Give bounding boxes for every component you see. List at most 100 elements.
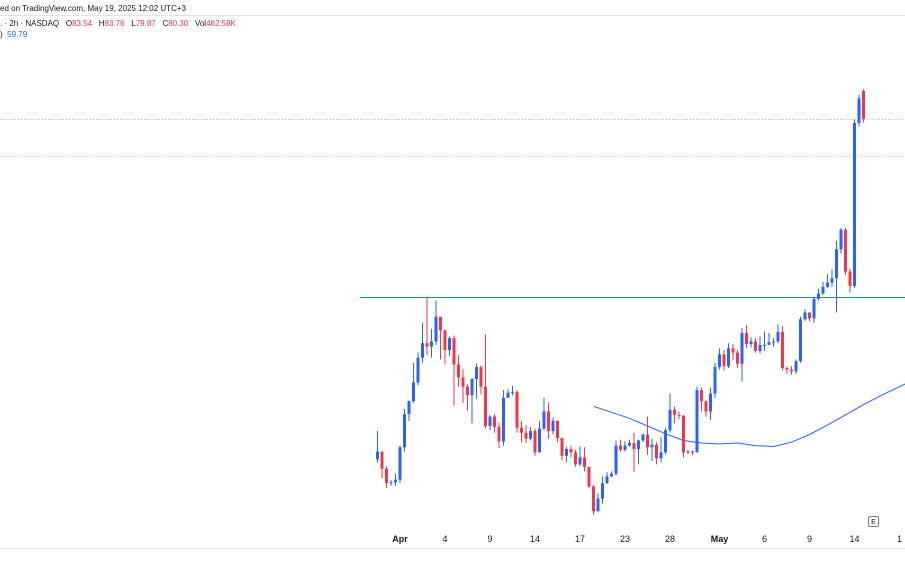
candle — [821, 281, 825, 295]
candle-body — [574, 452, 577, 465]
candle — [605, 472, 609, 484]
candle-body — [466, 386, 469, 396]
candle-series — [376, 89, 865, 515]
candle-body — [470, 379, 474, 396]
candle-body — [475, 367, 478, 380]
candle — [790, 366, 793, 375]
time-axis-label: 9 — [487, 534, 492, 544]
candle — [466, 384, 469, 411]
ohlc-close: C80.30 — [162, 19, 189, 28]
sma-legend: ) 59.79 — [0, 30, 27, 39]
candle-body — [506, 392, 510, 398]
candle — [754, 338, 757, 353]
candle — [862, 89, 865, 123]
candle — [587, 466, 591, 489]
candle-body — [623, 445, 627, 450]
candle-body — [736, 352, 739, 364]
candle — [785, 366, 789, 374]
candle-body — [421, 343, 424, 358]
candle — [376, 431, 379, 463]
candle-body — [682, 415, 685, 453]
candle — [430, 328, 433, 358]
candle — [407, 400, 411, 421]
sma-prefix: ) — [0, 30, 3, 39]
candle-body — [808, 312, 811, 319]
symbol-legend: . · 2h · NASDAQ O83.54 H83.76 L79.87 C80… — [0, 19, 236, 28]
time-axis-label: 6 — [762, 534, 767, 544]
ohlc-volume: Vol462.58K — [194, 19, 236, 28]
candle — [767, 332, 771, 345]
candle-body — [862, 91, 865, 119]
candle-body — [587, 466, 591, 487]
candle-body — [542, 411, 546, 429]
candle — [596, 493, 600, 512]
time-axis-label: 14 — [530, 534, 540, 544]
candle-body — [461, 377, 465, 387]
candle — [691, 450, 694, 455]
time-axis-label: 1 — [897, 534, 902, 544]
candle — [425, 297, 429, 356]
candle-body — [515, 391, 519, 428]
candle-body — [601, 483, 604, 499]
candle — [416, 352, 420, 386]
candle — [853, 119, 856, 288]
candle-body — [488, 416, 492, 426]
candle — [529, 426, 532, 441]
candle-body — [389, 482, 393, 484]
candle — [749, 337, 753, 348]
candle — [731, 344, 735, 361]
candle-body — [376, 451, 379, 460]
candle — [659, 437, 663, 463]
candle-body — [596, 498, 600, 512]
candle-body — [529, 431, 532, 439]
candle-body — [430, 341, 433, 347]
candle — [650, 438, 654, 461]
publish-text: ed on TradingView.com, May 19, 2025 12:0… — [0, 4, 186, 13]
candle — [443, 329, 447, 365]
candle-body — [592, 486, 595, 512]
candle-body — [695, 390, 699, 453]
candle-body — [565, 449, 568, 456]
candle — [839, 228, 843, 254]
candle — [538, 420, 541, 453]
candle-body — [605, 476, 609, 484]
candle-body — [767, 342, 771, 345]
candle — [623, 441, 627, 452]
candle — [479, 365, 483, 395]
candle — [781, 326, 784, 371]
candle — [497, 422, 501, 449]
candle — [461, 368, 465, 403]
sma-line — [593, 383, 905, 448]
candle-body — [632, 443, 636, 450]
candle-body — [835, 249, 838, 279]
candle — [421, 322, 424, 363]
candle-body — [745, 332, 748, 345]
ohlc-high: H83.76 — [98, 19, 125, 28]
candle — [718, 348, 721, 370]
ohlc-open: O83.54 — [65, 19, 93, 28]
candle-body — [493, 416, 496, 427]
candle-body — [853, 123, 856, 287]
candle — [763, 331, 766, 351]
earnings-marker[interactable]: E — [868, 516, 879, 527]
candle — [556, 420, 559, 443]
candle-body — [538, 428, 541, 453]
candle — [578, 446, 582, 467]
candle-body — [628, 443, 631, 446]
candle — [736, 350, 739, 368]
candle — [835, 240, 838, 313]
candle-body — [655, 444, 658, 459]
candle — [673, 406, 676, 424]
candle — [776, 324, 780, 344]
candle-body — [812, 298, 816, 319]
time-axis: Apr 4 9 14 17 23 28 May 6 9 14 1 — [392, 534, 902, 544]
candle-body — [452, 338, 456, 365]
candle — [682, 414, 685, 458]
candle-body — [790, 369, 793, 372]
candle — [799, 316, 802, 363]
candle-body — [578, 457, 582, 465]
candle-body — [533, 431, 537, 453]
symbol-text: . · 2h · NASDAQ — [0, 19, 60, 28]
